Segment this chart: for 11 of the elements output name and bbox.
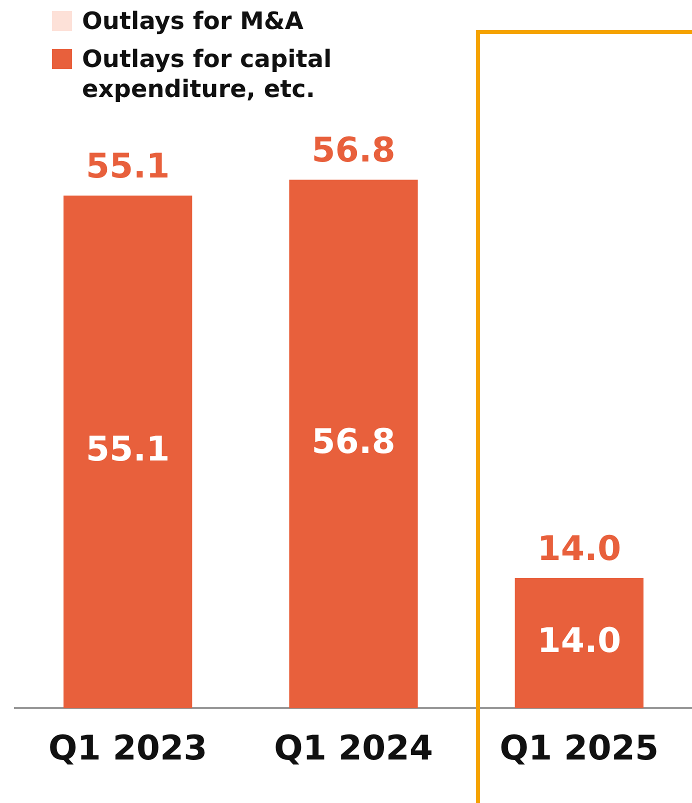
data-label: 55.1 <box>86 430 170 470</box>
data-label: 56.8 <box>312 422 396 462</box>
x-tick-label: Q1 2024 <box>274 728 434 768</box>
total-label: 56.8 <box>312 130 396 171</box>
legend-label: Outlays for M&A <box>82 6 304 36</box>
legend-label: Outlays for capital expenditure, etc. <box>82 44 333 104</box>
x-tick-label: Q1 2025 <box>500 728 659 768</box>
total-label: 55.1 <box>86 146 170 186</box>
x-tick-label: Q1 2023 <box>48 728 208 768</box>
data-label: 14.0 <box>537 620 622 661</box>
total-label: 14.0 <box>537 528 622 569</box>
